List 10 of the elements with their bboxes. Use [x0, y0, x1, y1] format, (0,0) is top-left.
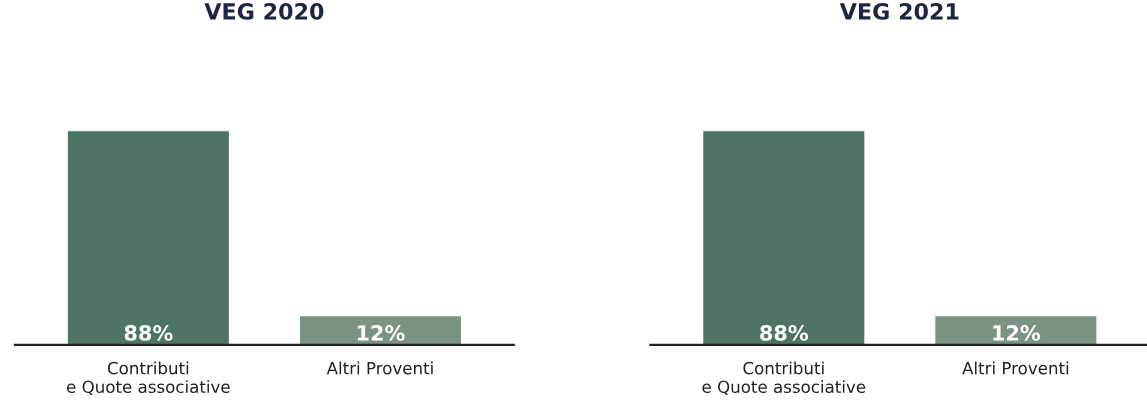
data-label: 88%: [124, 325, 173, 341]
chart-title: VEG 2020: [204, 3, 324, 20]
chart-title: VEG 2021: [839, 3, 959, 20]
x-tick-label: Altri Proventi: [326, 361, 433, 375]
data-label: 12%: [993, 325, 1041, 341]
data-label: 12%: [357, 325, 405, 341]
data-label: 88%: [760, 325, 809, 341]
x-tick-label: Contributi e Quote associative: [702, 361, 866, 395]
x-tick-label: Altri Proventi: [962, 361, 1069, 375]
x-tick-label: Contributi e Quote associative: [66, 361, 230, 395]
